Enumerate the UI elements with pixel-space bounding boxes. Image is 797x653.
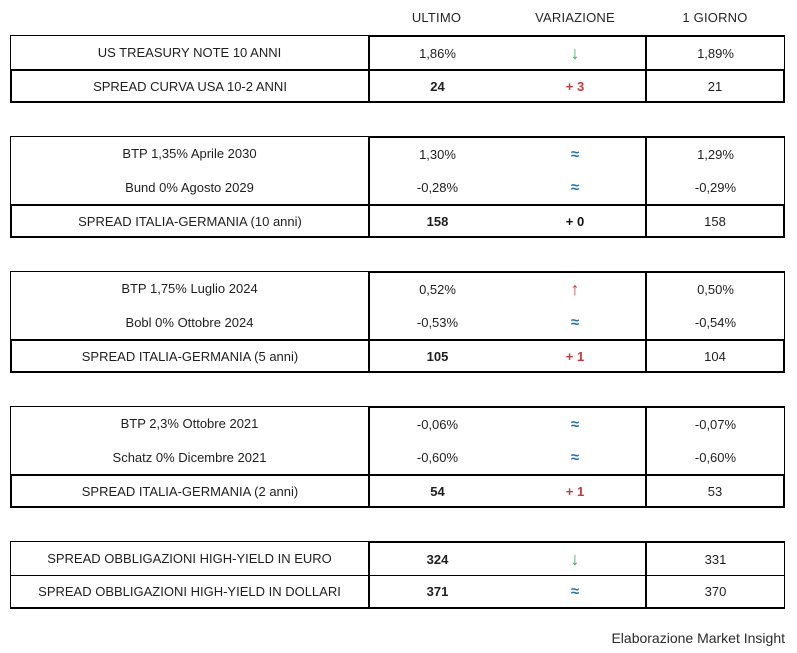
approx-equal-icon: ≈ (570, 313, 580, 331)
row-label: BTP 2,3% Ottobre 2021 (10, 406, 368, 440)
variation-cell: + 0 (505, 204, 645, 238)
variation-delta: + 1 (565, 483, 585, 499)
approx-equal-icon: ≈ (570, 145, 580, 163)
rates-section: US TREASURY NOTE 10 ANNI 1,86% ↓ 1,89% SPREA… (10, 35, 785, 103)
variation-delta: + 0 (565, 213, 585, 229)
variation-cell: + 1 (505, 339, 645, 373)
approx-equal-icon: ≈ (570, 583, 580, 600)
row-label: Schatz 0% Dicembre 2021 (10, 440, 368, 474)
ultimo-value: 54 (368, 474, 505, 508)
row-label: SPREAD ITALIA-GERMANIA (2 anni) (10, 474, 368, 508)
ultimo-value: 105 (368, 339, 505, 373)
giorno-value: 1,89% (645, 35, 785, 69)
ultimo-value: 0,52% (368, 271, 505, 305)
variation-cell: + 3 (505, 69, 645, 103)
giorno-value: 0,50% (645, 271, 785, 305)
header-spacer (10, 9, 368, 26)
variation-cell: ↓ (505, 541, 645, 575)
variation-cell: ≈ (505, 406, 645, 440)
ultimo-value: -0,60% (368, 440, 505, 474)
row-label: SPREAD ITALIA-GERMANIA (5 anni) (10, 339, 368, 373)
giorno-value: -0,07% (645, 406, 785, 440)
ultimo-value: 24 (368, 69, 505, 103)
giorno-value: 104 (645, 339, 785, 373)
approx-equal-icon: ≈ (570, 448, 580, 466)
row-label: Bund 0% Agosto 2029 (10, 170, 368, 204)
row-label: SPREAD OBBLIGAZIONI HIGH-YIELD IN DOLLAR… (10, 575, 368, 609)
variation-cell: ≈ (505, 136, 645, 170)
giorno-value: 1,29% (645, 136, 785, 170)
giorno-value: 53 (645, 474, 785, 508)
giorno-value: 331 (645, 541, 785, 575)
row-label: SPREAD OBBLIGAZIONI HIGH-YIELD IN EURO (10, 541, 368, 575)
row-label: SPREAD ITALIA-GERMANIA (10 anni) (10, 204, 368, 238)
table-row: BTP 1,35% Aprile 2030 1,30% ≈1,29% (10, 136, 785, 170)
table-row: BTP 1,75% Luglio 2024 0,52% ↑ 0,50% (10, 271, 785, 305)
table-row: BTP 2,3% Ottobre 2021 -0,06% ≈ -0,07% (10, 406, 785, 440)
approx-equal-icon: ≈ (570, 178, 580, 196)
ultimo-value: 324 (368, 541, 505, 575)
table-row: Bund 0% Agosto 2029 -0,28% ≈ -0,29% (10, 170, 785, 204)
row-label: BTP 1,35% Aprile 2030 (10, 136, 368, 170)
ultimo-value: -0,53% (368, 305, 505, 339)
ultimo-value: -0,06% (368, 406, 505, 440)
table-row: Bobl 0% Ottobre 2024 -0,53% ≈ -0,54% (10, 305, 785, 339)
down-arrow-icon: ↓ (570, 549, 580, 569)
table-row: SPREAD ITALIA-GERMANIA (5 anni) 105 + 1 104 (10, 339, 785, 373)
up-arrow-icon: ↑ (570, 279, 580, 299)
ultimo-value: 158 (368, 204, 505, 238)
giorno-value: -0,60% (645, 440, 785, 474)
column-header-variazione: VARIAZIONE (535, 10, 615, 25)
rates-section: BTP 1,75% Luglio 2024 0,52% ↑ 0,50% Bobl 0% … (10, 271, 785, 373)
ultimo-value: 1,86% (368, 35, 505, 69)
variation-cell: ≈ (505, 575, 645, 609)
variation-cell: ≈ (505, 305, 645, 339)
ultimo-value: -0,28% (368, 170, 505, 204)
rates-table: US TREASURY NOTE 10 ANNI 1,86% ↓ 1,89% SPREA… (10, 35, 785, 609)
rates-section: SPREAD OBBLIGAZIONI HIGH-YIELD IN EURO 32… (10, 541, 785, 609)
ultimo-value: 1,30% (368, 136, 505, 170)
table-row: Schatz 0% Dicembre 2021 -0,60% ≈ -0,60% (10, 440, 785, 474)
table-row: SPREAD ITALIA-GERMANIA (2 anni) 54 + 1 53 (10, 474, 785, 508)
giorno-value: 21 (645, 69, 785, 103)
column-header-ultimo: ULTIMO (411, 10, 462, 25)
giorno-value: -0,54% (645, 305, 785, 339)
row-label: SPREAD CURVA USA 10-2 ANNI (10, 69, 368, 103)
row-label: US TREASURY NOTE 10 ANNI (10, 35, 368, 69)
down-arrow-icon: ↓ (570, 43, 580, 63)
variation-cell: ≈ (505, 440, 645, 474)
column-header-1-giorno: 1 GIORNO (682, 10, 748, 25)
approx-equal-icon: ≈ (570, 415, 580, 433)
variation-delta: + 1 (565, 348, 585, 364)
row-label: Bobl 0% Ottobre 2024 (10, 305, 368, 339)
rates-section: BTP 1,35% Aprile 2030 1,30% ≈1,29% Bund 0% … (10, 136, 785, 238)
row-label: BTP 1,75% Luglio 2024 (10, 271, 368, 305)
variation-cell: ↓ (505, 35, 645, 69)
variation-cell: ↑ (505, 271, 645, 305)
bond-rates-page: ULTIMO VARIAZIONE 1 GIORNO US TREASURY N… (10, 9, 785, 646)
table-row: US TREASURY NOTE 10 ANNI 1,86% ↓ 1,89% (10, 35, 785, 69)
ultimo-value: 371 (368, 575, 505, 609)
column-headers: ULTIMO VARIAZIONE 1 GIORNO (10, 9, 785, 26)
table-row: SPREAD OBBLIGAZIONI HIGH-YIELD IN EURO 32… (10, 541, 785, 575)
rates-section: BTP 2,3% Ottobre 2021 -0,06% ≈ -0,07% Schatz… (10, 406, 785, 508)
giorno-value: 370 (645, 575, 785, 609)
variation-delta: + 3 (565, 78, 585, 94)
attribution-text: Elaborazione Market Insight (611, 630, 785, 646)
variation-cell: ≈ (505, 170, 645, 204)
table-row: SPREAD ITALIA-GERMANIA (10 anni) 158 + 0 15… (10, 204, 785, 238)
table-row: SPREAD CURVA USA 10-2 ANNI 24 + 3 21 (10, 69, 785, 103)
giorno-value: 158 (645, 204, 785, 238)
table-row: SPREAD OBBLIGAZIONI HIGH-YIELD IN DOLLAR… (10, 575, 785, 609)
giorno-value: -0,29% (645, 170, 785, 204)
variation-cell: + 1 (505, 474, 645, 508)
